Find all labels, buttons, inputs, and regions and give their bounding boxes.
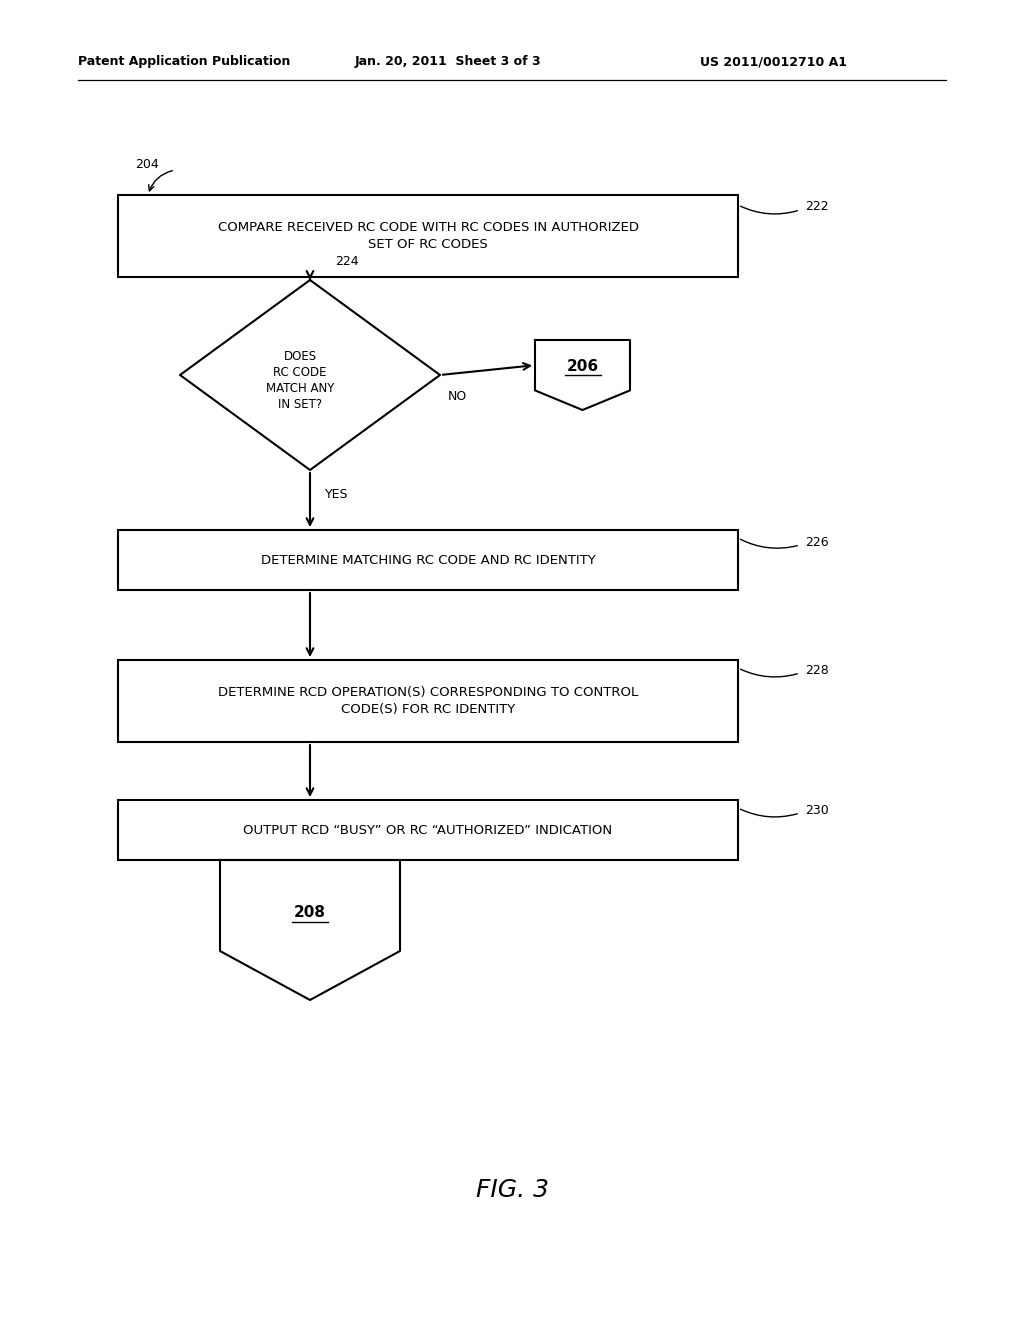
Text: FIG. 3: FIG. 3 [475, 1177, 549, 1203]
Text: NO: NO [449, 389, 467, 403]
Text: DETERMINE MATCHING RC CODE AND RC IDENTITY: DETERMINE MATCHING RC CODE AND RC IDENTI… [261, 553, 595, 566]
Text: 228: 228 [805, 664, 828, 676]
Polygon shape [118, 531, 738, 590]
Text: 204: 204 [135, 158, 159, 172]
Polygon shape [118, 800, 738, 861]
Text: OUTPUT RCD “BUSY” OR RC “AUTHORIZED” INDICATION: OUTPUT RCD “BUSY” OR RC “AUTHORIZED” IND… [244, 824, 612, 837]
Text: DETERMINE RCD OPERATION(S) CORRESPONDING TO CONTROL
CODE(S) FOR RC IDENTITY: DETERMINE RCD OPERATION(S) CORRESPONDING… [218, 686, 638, 715]
Text: 208: 208 [294, 906, 326, 920]
Text: Patent Application Publication: Patent Application Publication [78, 55, 291, 69]
Polygon shape [118, 195, 738, 277]
Text: COMPARE RECEIVED RC CODE WITH RC CODES IN AUTHORIZED
SET OF RC CODES: COMPARE RECEIVED RC CODE WITH RC CODES I… [217, 220, 639, 251]
Text: Jan. 20, 2011  Sheet 3 of 3: Jan. 20, 2011 Sheet 3 of 3 [355, 55, 542, 69]
Text: 224: 224 [335, 255, 358, 268]
Text: 222: 222 [805, 201, 828, 214]
Polygon shape [118, 660, 738, 742]
Text: 230: 230 [805, 804, 828, 817]
Text: US 2011/0012710 A1: US 2011/0012710 A1 [700, 55, 847, 69]
Text: 226: 226 [805, 536, 828, 549]
Text: 206: 206 [566, 359, 599, 374]
Text: YES: YES [325, 488, 348, 502]
Text: DOES
RC CODE
MATCH ANY
IN SET?: DOES RC CODE MATCH ANY IN SET? [266, 350, 334, 411]
